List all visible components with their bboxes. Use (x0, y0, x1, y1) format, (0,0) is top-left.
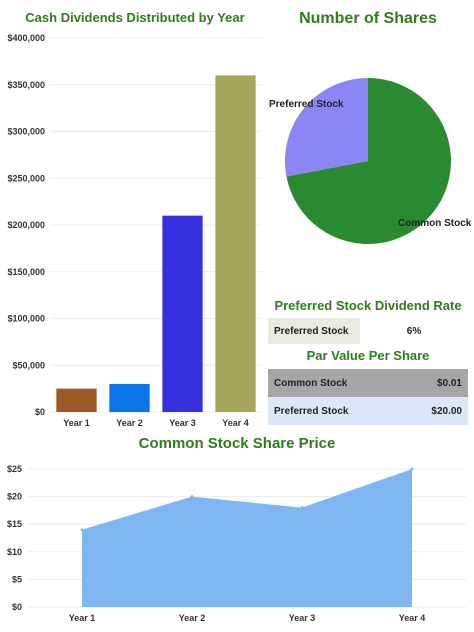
par-common-label: Common Stock (274, 377, 348, 389)
area-series (82, 469, 412, 607)
pref-rate-title: Preferred Stock Dividend Rate (274, 298, 462, 313)
bar-xtick-label: Year 2 (116, 418, 143, 428)
par-preferred-label: Preferred Stock (274, 405, 349, 417)
par-preferred-value: $20.00 (431, 405, 462, 417)
pie-slice-common-stock (286, 78, 451, 244)
par-value-table: Common Stock $0.01 Preferred Stock $20.0… (268, 369, 468, 425)
pie-label-common: Common Stock (398, 218, 472, 229)
bar-1 (56, 388, 97, 412)
area-chart-title: Common Stock Share Price (138, 435, 336, 452)
area-xtick-label: Year 1 (69, 613, 96, 623)
pie-chart: Preferred Stock Common Stock (269, 78, 472, 244)
bar-ytick-label: $150,000 (7, 267, 45, 277)
bar-ytick-label: $100,000 (7, 314, 45, 324)
pref-rate-row: Preferred Stock 6% (268, 318, 468, 344)
bar-ytick-label: $200,000 (7, 220, 45, 230)
area-ytick-label: $10 (7, 547, 22, 557)
area-ytick-label: $5 (12, 574, 22, 584)
area-ytick-label: $20 (7, 492, 22, 502)
area-xtick-label: Year 4 (399, 613, 426, 623)
area-point (410, 467, 414, 471)
bar-ytick-label: $50,000 (12, 360, 45, 370)
par-common-value: $0.01 (436, 377, 462, 389)
par-row-preferred: Preferred Stock $20.00 (268, 397, 468, 425)
bar-ytick-label: $400,000 (7, 33, 45, 43)
area-ytick-label: $25 (7, 464, 22, 474)
bar-4 (215, 75, 256, 413)
bar-ytick-label: $0 (35, 407, 45, 417)
area-xtick-label: Year 2 (179, 613, 206, 623)
pref-rate-value: 6% (406, 325, 422, 337)
area-chart: $0 $5 $10 $15 $20 $25 Year 1 Year 2 Year 3 Year 4 (7, 464, 466, 623)
pie-chart-title: Number of Shares (299, 10, 437, 27)
bar-ytick-label: $350,000 (7, 80, 45, 90)
par-row-common: Common Stock $0.01 (268, 369, 468, 397)
bar-xtick-label: Year 3 (169, 418, 196, 428)
area-ytick-label: $15 (7, 519, 22, 529)
pref-rate-label: Preferred Stock (268, 318, 360, 344)
bar-xtick-label: Year 1 (63, 418, 90, 428)
bar-ytick-label: $300,000 (7, 127, 45, 137)
bar-3 (162, 215, 203, 412)
par-value-title: Par Value Per Share (306, 348, 430, 363)
bar-chart: $0 $50,000 $100,000 $150,000 $200,000 $250,00… (7, 33, 262, 428)
pie-slice-preferred-stock (285, 78, 368, 177)
area-point (190, 495, 194, 499)
pie-label-preferred: Preferred Stock (269, 99, 344, 110)
area-point (80, 528, 84, 532)
area-xtick-label: Year 3 (289, 613, 316, 623)
area-ytick-label: $0 (12, 602, 22, 612)
bar-2 (109, 383, 150, 412)
bar-ytick-label: $250,000 (7, 173, 45, 183)
bar-xtick-label: Year 4 (222, 418, 249, 428)
bar-chart-title: Cash Dividends Distributed by Year (25, 10, 245, 25)
pref-rate-table: Preferred Stock 6% (268, 318, 468, 344)
area-point (300, 506, 304, 510)
